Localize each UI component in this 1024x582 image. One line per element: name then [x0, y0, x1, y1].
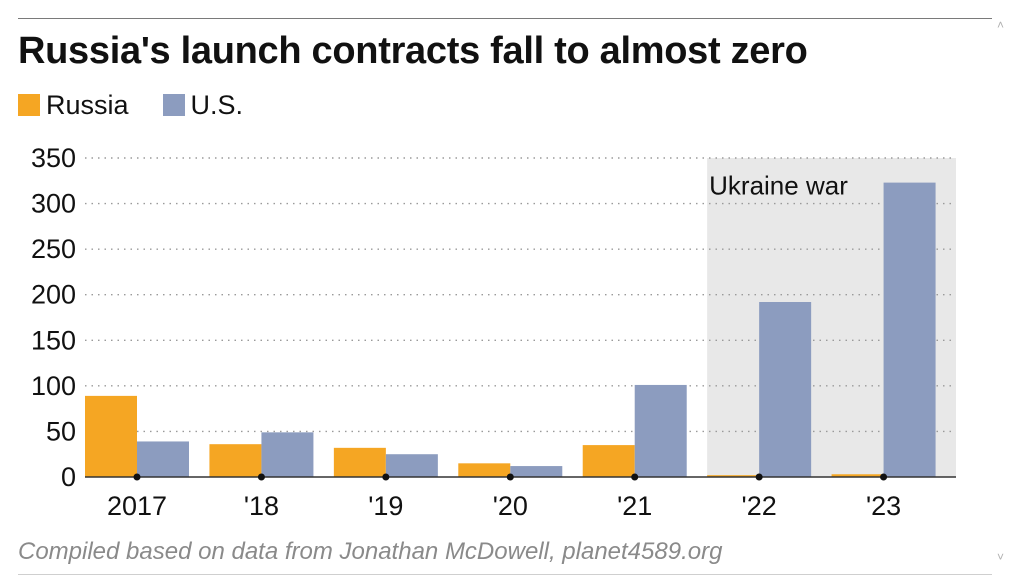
- bar-us-18: [261, 432, 314, 477]
- legend: Russia U.S.: [18, 90, 277, 120]
- x-tick-label-2017: 2017: [107, 491, 167, 521]
- y-tick-label-150: 150: [31, 325, 76, 355]
- legend-swatch-russia: [18, 94, 40, 116]
- bar-russia-22: [707, 475, 760, 477]
- x-tick-18: [257, 473, 265, 481]
- bar-russia-2017: [85, 395, 137, 477]
- legend-item-us: U.S.: [162, 89, 244, 121]
- legend-label-us: U.S.: [190, 89, 244, 120]
- source-note: Compiled based on data from Jonathan McD…: [18, 538, 723, 565]
- x-tick-label-22: '22: [742, 491, 777, 521]
- y-tick-label-200: 200: [31, 280, 76, 310]
- y-tick-label-300: 300: [31, 189, 76, 219]
- scroll-down-icon[interactable]: ˅: [996, 550, 1004, 564]
- y-tick-label-250: 250: [31, 234, 76, 264]
- y-tick-label-100: 100: [31, 371, 76, 401]
- y-tick-label-0: 0: [61, 462, 76, 492]
- bottom-rule: [18, 574, 992, 575]
- top-rule: [18, 18, 992, 19]
- y-tick-label-50: 50: [46, 416, 76, 446]
- scroll-up-icon[interactable]: ˄: [996, 18, 1004, 32]
- bar-us-2017: [137, 441, 189, 477]
- bar-us-19: [385, 454, 438, 477]
- y-tick-label-350: 350: [31, 143, 76, 173]
- x-tick-19: [382, 473, 390, 481]
- x-tick-2017: [133, 473, 141, 481]
- x-tick-20: [506, 473, 514, 481]
- bar-us-22: [759, 302, 812, 477]
- bar-us-20: [510, 466, 563, 477]
- legend-item-russia: Russia: [18, 90, 129, 121]
- bar-russia-23: [831, 474, 884, 477]
- bar-russia-20: [458, 463, 511, 477]
- x-tick-21: [631, 473, 639, 481]
- x-tick-label-21: '21: [617, 491, 652, 521]
- annotation-label: Ukraine war: [709, 170, 848, 200]
- bar-us-23: [883, 182, 936, 477]
- x-tick-label-23: '23: [866, 491, 901, 521]
- x-tick-label-18: '18: [244, 491, 279, 521]
- bar-us-21: [634, 384, 687, 477]
- x-tick-22: [755, 473, 763, 481]
- legend-swatch-us: [162, 94, 185, 116]
- bar-russia-21: [582, 445, 635, 477]
- legend-label-russia: Russia: [46, 89, 129, 120]
- chart-title: Russia's launch contracts fall to almost…: [18, 30, 808, 72]
- x-tick-label-19: '19: [368, 491, 403, 521]
- bar-russia-19: [333, 447, 386, 477]
- bar-russia-18: [209, 444, 262, 477]
- x-tick-23: [880, 473, 888, 481]
- x-tick-label-20: '20: [493, 491, 528, 521]
